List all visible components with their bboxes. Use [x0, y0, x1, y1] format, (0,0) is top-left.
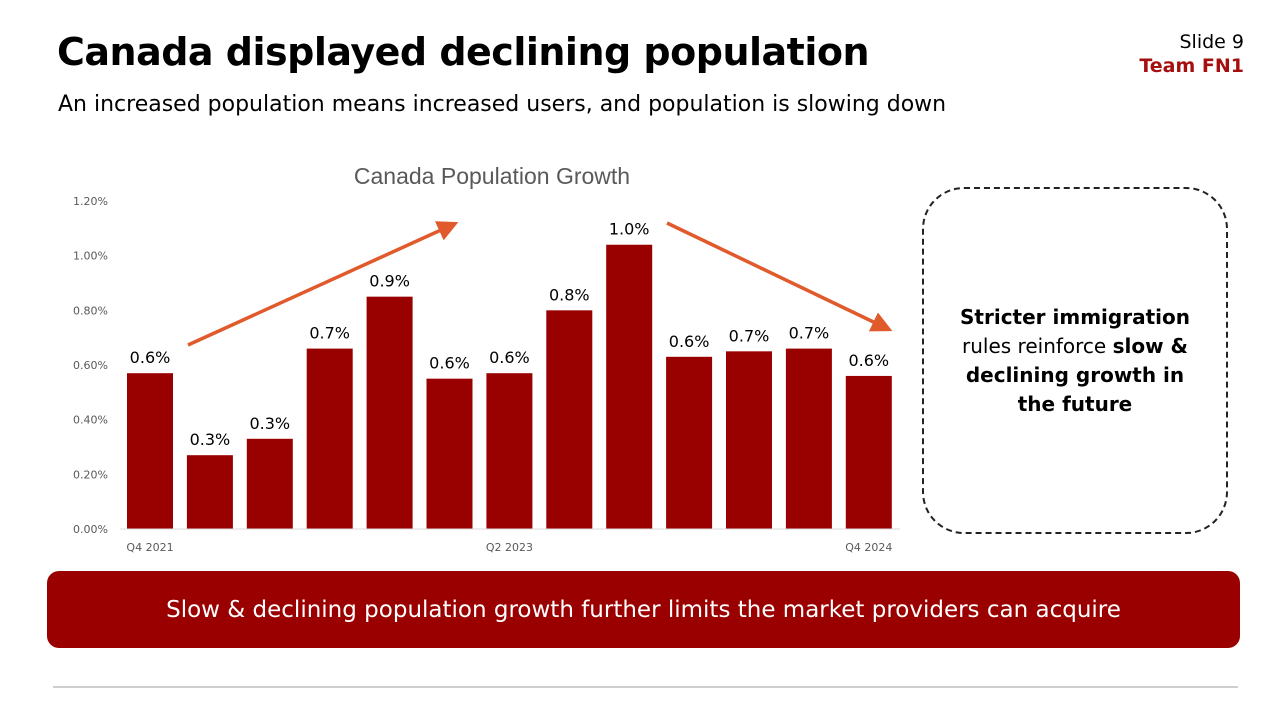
bar: [426, 378, 473, 529]
data-label: 0.6%: [669, 332, 710, 351]
bar: [666, 356, 713, 529]
data-label: 0.6%: [130, 348, 171, 367]
slide-subtitle: An increased population means increased …: [58, 92, 947, 117]
trend-down-arrow: [666, 221, 893, 332]
data-label: 1.0%: [609, 220, 650, 239]
data-label: 0.7%: [729, 326, 770, 345]
bar: [246, 438, 293, 529]
callout-text: rules reinforce: [962, 333, 1113, 358]
x-tick-label: Q4 2024: [845, 541, 892, 554]
population-growth-chart: Canada Population Growth 0.00% 0.20% 0.40%…: [73, 163, 900, 554]
data-label: 0.7%: [309, 324, 350, 343]
y-tick-label: 0.40%: [73, 414, 108, 427]
y-tick-label: 0.80%: [73, 304, 108, 317]
x-tick-label: Q4 2021: [126, 541, 173, 554]
y-tick-label: 1.20%: [73, 195, 108, 208]
callout-bold-1: Stricter immigration: [960, 304, 1190, 329]
callout-box: Stricter immigration rules reinforce slo…: [922, 187, 1228, 534]
data-label: 0.9%: [369, 272, 410, 291]
bar: [726, 351, 772, 529]
bar: [366, 296, 413, 529]
slide-title: Canada displayed declining population: [57, 30, 870, 74]
bar: [306, 348, 353, 529]
slide-number: Slide 9: [1179, 31, 1245, 53]
footer-divider: [53, 686, 1238, 688]
bar: [785, 348, 832, 529]
y-tick-label: 0.60%: [73, 359, 108, 372]
bar: [186, 455, 233, 529]
banner-text: Slow & declining population growth furth…: [166, 596, 1121, 623]
conclusion-banner: Slow & declining population growth furth…: [47, 571, 1240, 648]
team-name: Team FN1: [1139, 55, 1244, 77]
bar: [486, 373, 533, 529]
data-label: 0.7%: [789, 324, 830, 343]
data-label: 0.3%: [190, 430, 231, 449]
chart-title: Canada Population Growth: [354, 163, 630, 189]
bar: [845, 375, 892, 529]
data-label: 0.8%: [549, 285, 590, 304]
bar: [606, 244, 653, 529]
data-label: 0.6%: [489, 348, 530, 367]
data-label: 0.3%: [249, 414, 290, 433]
y-tick-label: 0.20%: [73, 468, 108, 481]
data-label: 0.6%: [429, 354, 470, 373]
trend-up-arrow: [187, 221, 459, 347]
bar: [127, 373, 173, 529]
x-tick-label: Q2 2023: [486, 541, 533, 554]
data-label: 0.6%: [848, 351, 889, 370]
callout-bold-2: slow & declining growth in the future: [965, 333, 1188, 416]
y-tick-label: 1.00%: [73, 250, 108, 263]
y-tick-label: 0.00%: [73, 523, 108, 536]
bar: [546, 310, 593, 529]
